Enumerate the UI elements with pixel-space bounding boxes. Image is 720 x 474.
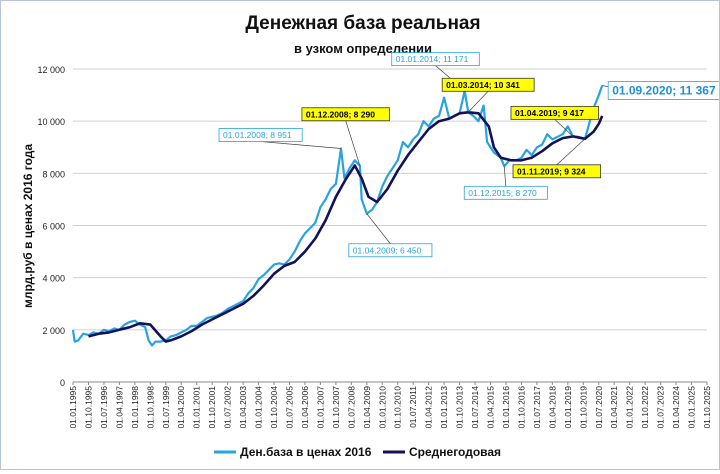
x-tick-label: 01.04.2012	[424, 386, 434, 429]
y-tick-label: 6 000	[42, 222, 65, 232]
annotation-leader	[366, 213, 391, 244]
x-tick-label: 01.10.2013	[455, 386, 465, 429]
x-tick-label: 01.07.2017	[532, 386, 542, 429]
x-tick-label: 01.10.2025	[702, 386, 712, 429]
chart-title: Денежная база реальная	[245, 13, 480, 34]
x-tick-label: 01.04.2003	[238, 386, 248, 429]
annotation-label: 01.12.2008; 8 290	[306, 109, 375, 119]
annotation-box	[301, 107, 390, 122]
annotation-leader	[503, 166, 507, 187]
x-tick-label: 01.07.2014	[470, 386, 480, 429]
y-tick-label: 2 000	[42, 326, 65, 336]
y-axis-ticks: 0 2 000 4 000 6 000 8 000 10 000 12 000	[37, 65, 65, 388]
x-tick-label: 01.07.2008	[346, 386, 356, 429]
x-tick-label: 01.10.2007	[331, 386, 341, 429]
series-group	[71, 85, 604, 347]
x-tick-label: 01.07.1999	[161, 386, 171, 429]
annotation-leader	[345, 120, 361, 166]
series-line-average	[88, 111, 604, 343]
annotation-label: 01.04.2019; 9 417	[515, 108, 584, 118]
x-tick-label: 01.10.1995	[83, 386, 93, 429]
annotation-leader	[467, 91, 489, 113]
x-tick-label: 01.01.2019	[563, 386, 573, 429]
x-tick-label: 01.04.2024	[671, 386, 681, 429]
y-axis-label: млрд.руб в ценах 2016 года	[21, 144, 35, 308]
annotation-label: 01.03.2014; 10 341	[446, 80, 520, 90]
annotation-box	[391, 52, 480, 67]
x-tick-label: 01.10.2004	[269, 386, 279, 429]
annotation-box	[218, 128, 303, 142]
annotation-label: 01.04.2009; 6 450	[353, 245, 422, 255]
annotation-label: 01.11.2019; 9 324	[517, 166, 586, 176]
annotation-box	[441, 77, 535, 92]
x-tick-label: 01.04.2015	[486, 386, 496, 429]
x-tick-label: 01.01.2025	[687, 386, 697, 429]
x-tick-label: 01.04.2000	[176, 386, 186, 429]
x-tick-label: 01.01.2010	[377, 386, 387, 429]
x-tick-label: 01.07.2023	[656, 386, 666, 429]
annotation-box	[348, 243, 433, 258]
gridlines	[73, 68, 707, 331]
annotations-group: 01.01.2008; 8 951 01.12.2008; 8 290 01.04.…	[218, 52, 720, 258]
x-tick-label: 01.04.2018	[547, 386, 557, 429]
x-tick-label: 01.01.2004	[254, 386, 264, 429]
x-tick-label: 01.01.1998	[130, 386, 140, 429]
x-tick-label: 01.07.1996	[99, 386, 109, 429]
legend-label-base: Ден.база в ценах 2016	[240, 445, 372, 459]
x-tick-label: 01.10.2022	[640, 386, 650, 429]
x-tick-label: 01.07.2020	[594, 386, 604, 429]
annotation-label: 01.09.2020; 11 367	[612, 84, 716, 98]
x-tick-label: 01.07.2005	[284, 386, 294, 429]
x-tick-label: 01.01.2001	[192, 386, 202, 429]
x-tick-label: 01.10.1998	[145, 386, 155, 429]
y-tick-label: 12 000	[37, 65, 65, 75]
legend-label-average: Среднегодовая	[409, 445, 501, 459]
series-line-base	[71, 85, 604, 347]
y-tick-label: 0	[60, 378, 65, 388]
annotation-leader	[556, 138, 586, 166]
x-axis-ticks: 01.01.1995 01.10.1995 01.07.1996 01.04.1997…	[68, 382, 712, 429]
x-tick-label: 01.04.2021	[609, 386, 619, 429]
annotation-box	[463, 185, 548, 200]
x-tick-label: 01.10.2019	[578, 386, 588, 429]
annotation-box	[607, 81, 720, 100]
x-tick-label: 01.01.1995	[68, 386, 78, 429]
annotation-leader	[554, 119, 574, 137]
annotation-leader	[260, 141, 342, 149]
x-tick-label: 01.04.2006	[300, 386, 310, 429]
x-tick-label: 01.04.2009	[362, 386, 372, 429]
y-tick-label: 4 000	[42, 274, 65, 284]
x-tick-label: 01.04.1997	[114, 386, 124, 429]
annotation-label: 01.01.2008; 8 951	[223, 130, 292, 140]
x-tick-label: 01.01.2022	[625, 386, 635, 429]
annotation-box	[512, 164, 601, 179]
x-tick-label: 01.10.2001	[207, 386, 217, 429]
annotation-label: 01.12.2015; 8 270	[468, 188, 537, 198]
x-tick-label: 01.10.2016	[516, 386, 526, 429]
y-tick-label: 10 000	[37, 117, 65, 127]
x-tick-label: 01.07.2002	[223, 386, 233, 429]
x-tick-label: 01.07.2011	[408, 386, 418, 428]
annotation-label: 01.01.2014; 11 171	[396, 54, 469, 64]
x-tick-label: 01.01.2016	[501, 386, 511, 429]
annotation-box	[510, 105, 599, 120]
x-tick-label: 01.01.2013	[439, 386, 449, 429]
legend: Ден.база в ценах 2016 Среднегодовая	[214, 445, 501, 459]
y-tick-label: 8 000	[42, 169, 65, 179]
x-tick-label: 01.01.2007	[315, 386, 325, 429]
x-tick-label: 01.10.2010	[393, 386, 403, 429]
